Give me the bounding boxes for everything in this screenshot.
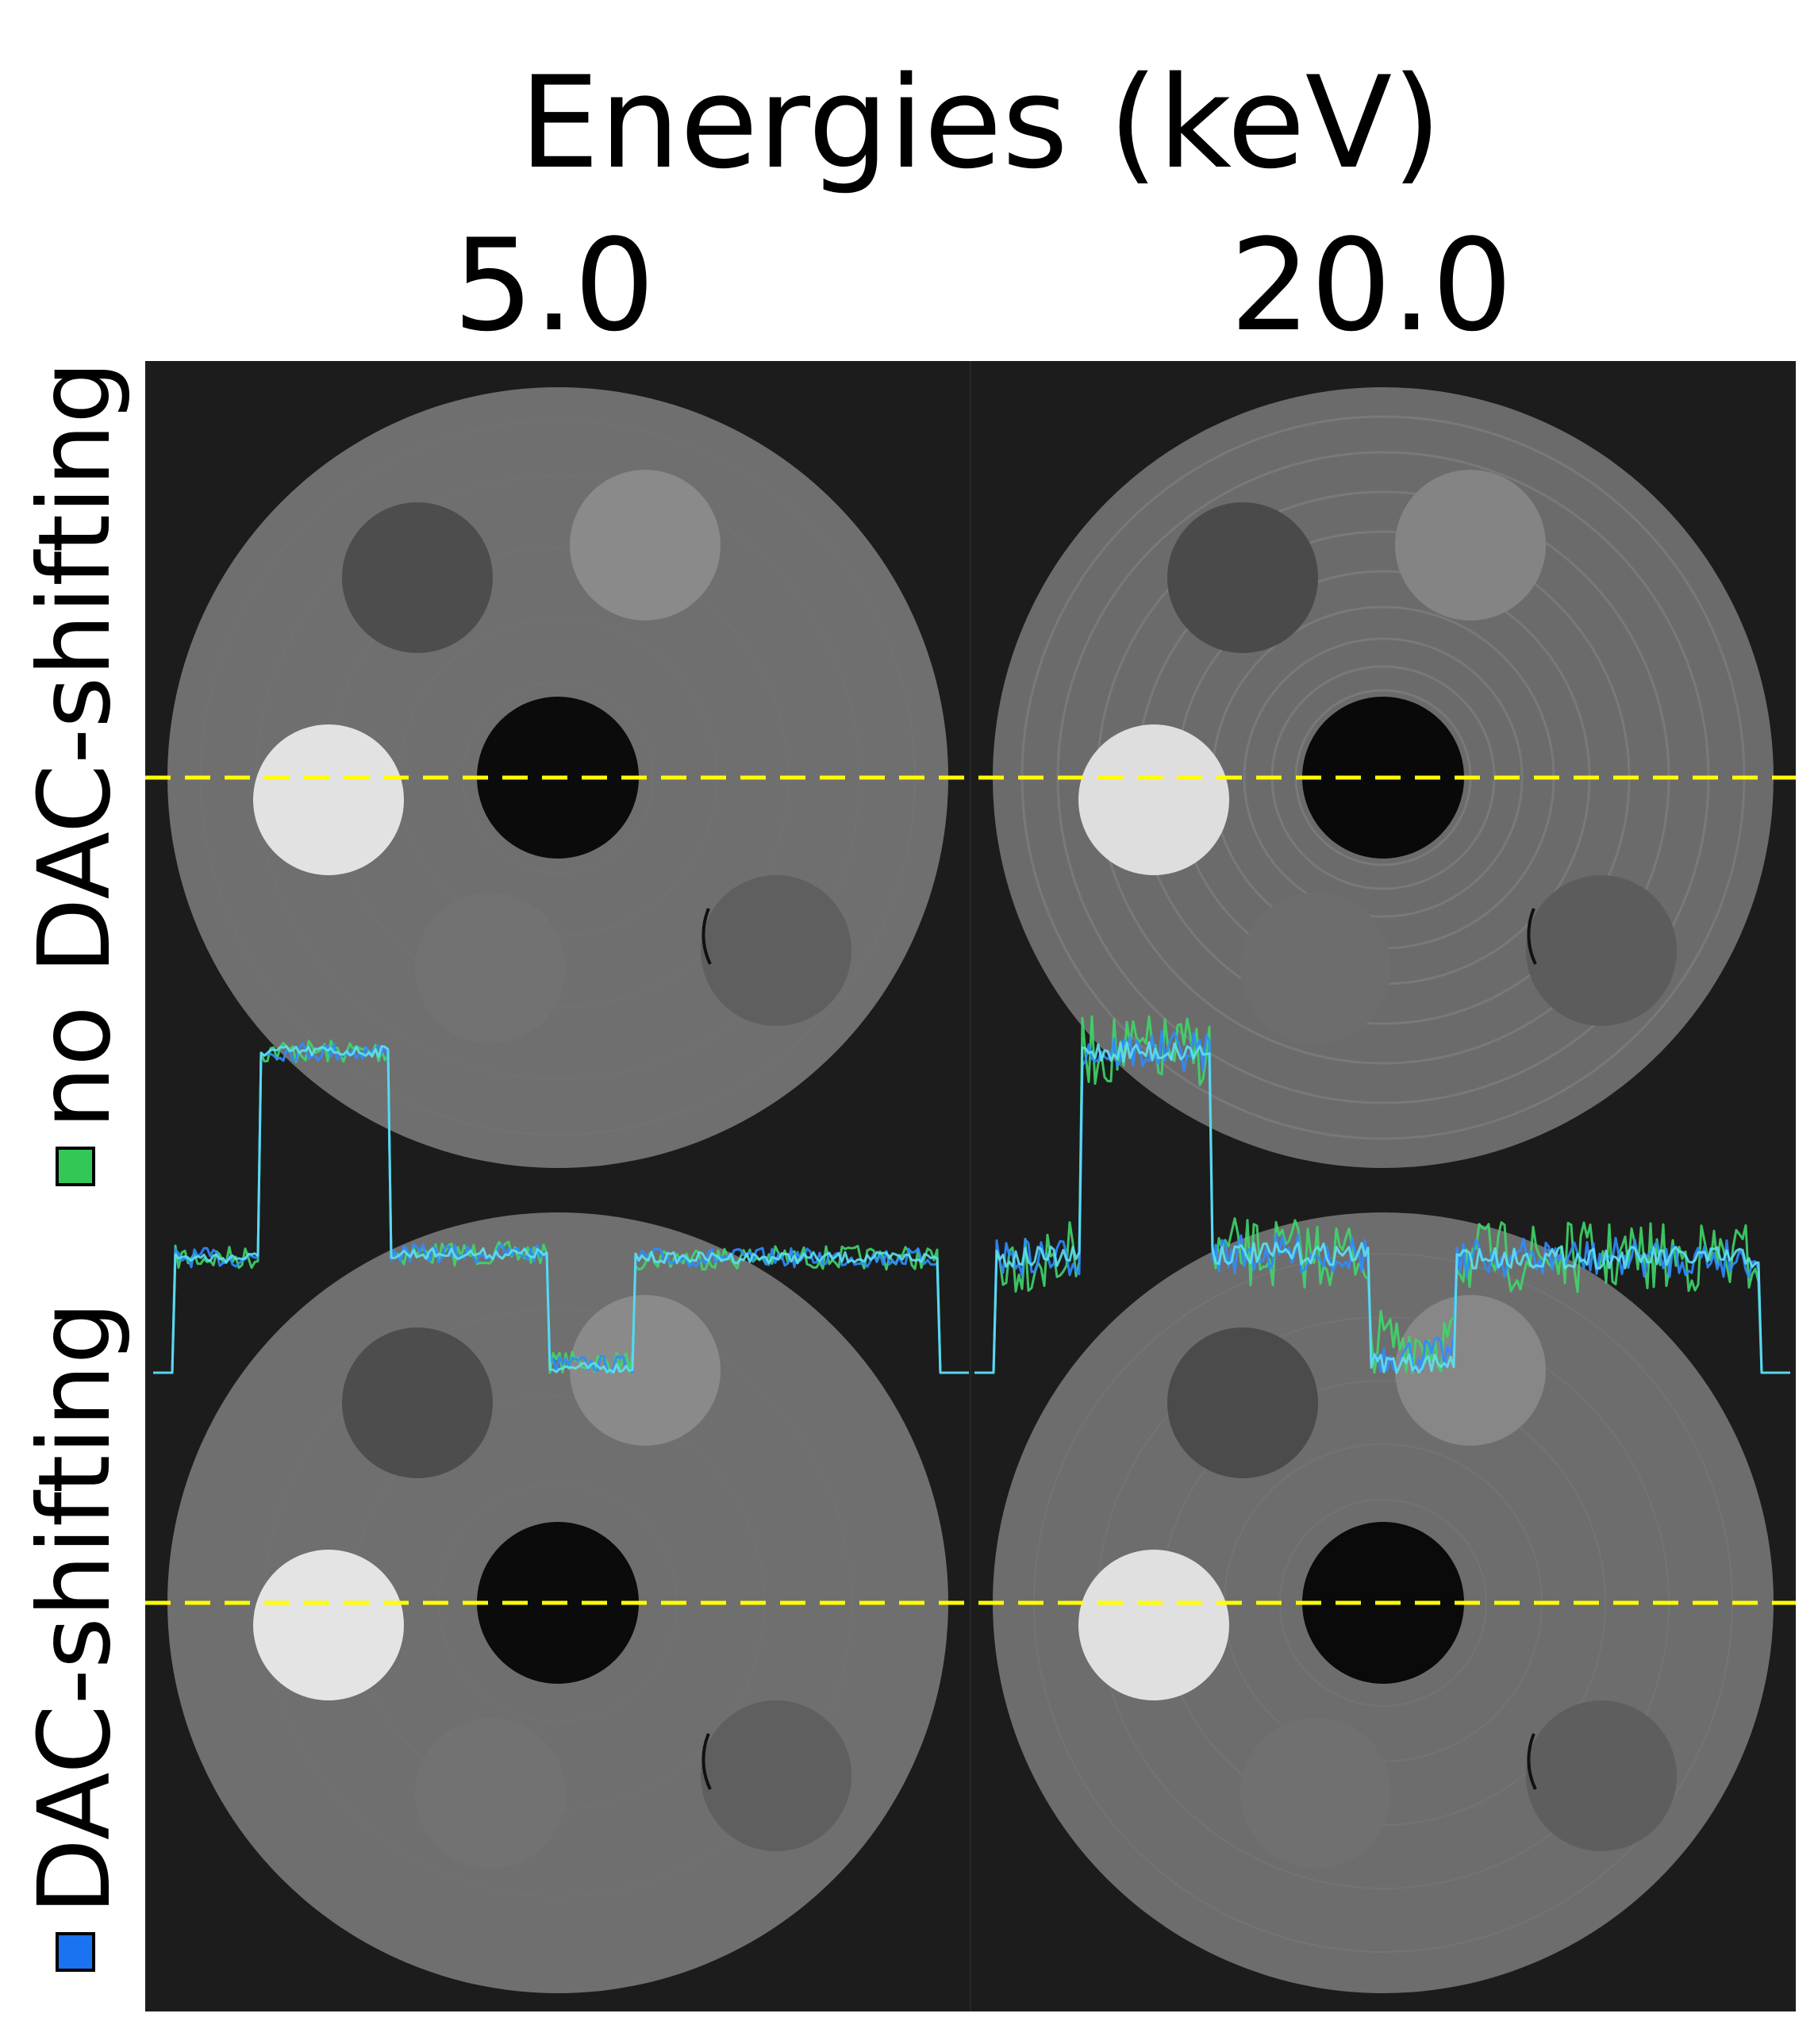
insert-light [570,470,721,620]
insert-dark [1167,1327,1318,1478]
insert-medium [1526,1700,1677,1851]
insert-medium [1526,875,1677,1026]
insert-dark [342,1327,493,1478]
crack-artifact [701,908,712,965]
insert-dark [342,502,493,653]
green-square-legend-icon [56,1147,95,1186]
crack-artifact [1527,908,1537,965]
insert-faint [415,893,566,1043]
insert-medium [701,875,851,1026]
reconstruction-grid [145,361,1796,2011]
insert-faint [415,1718,566,1869]
insert-faint [1240,893,1391,1043]
insert-bright [253,1550,404,1700]
insert-bright [1078,724,1229,875]
insert-bright [1078,1550,1229,1700]
row-label-text: no DAC-shifting [17,360,133,1129]
column-label-energy-20: 20.0 [1229,211,1513,359]
column-label-energy-5: 5.0 [452,211,655,359]
row-label-no-dac-shifting: no DAC-shifting [17,360,133,1186]
insert-bright [253,724,404,875]
row-label-text: DAC-shifting [17,1301,133,1915]
figure-title: Energies (keV) [519,48,1442,197]
insert-dark [1167,502,1318,653]
insert-light [1395,1295,1546,1446]
profile-mean-20kev [974,1041,1790,1374]
crack-artifact [701,1733,712,1790]
crack-artifact [1527,1733,1537,1790]
intensity-profiles [153,1015,1790,1374]
insert-light [1395,470,1546,620]
row-label-dac-shifting: DAC-shifting [17,1301,133,1972]
insert-faint [1240,1718,1391,1869]
insert-light [570,1295,721,1446]
blue-square-legend-icon [56,1932,95,1972]
profile-no-dac-20kev [974,1015,1790,1374]
insert-medium [701,1700,851,1851]
profile-mean-5kev [153,1045,969,1374]
